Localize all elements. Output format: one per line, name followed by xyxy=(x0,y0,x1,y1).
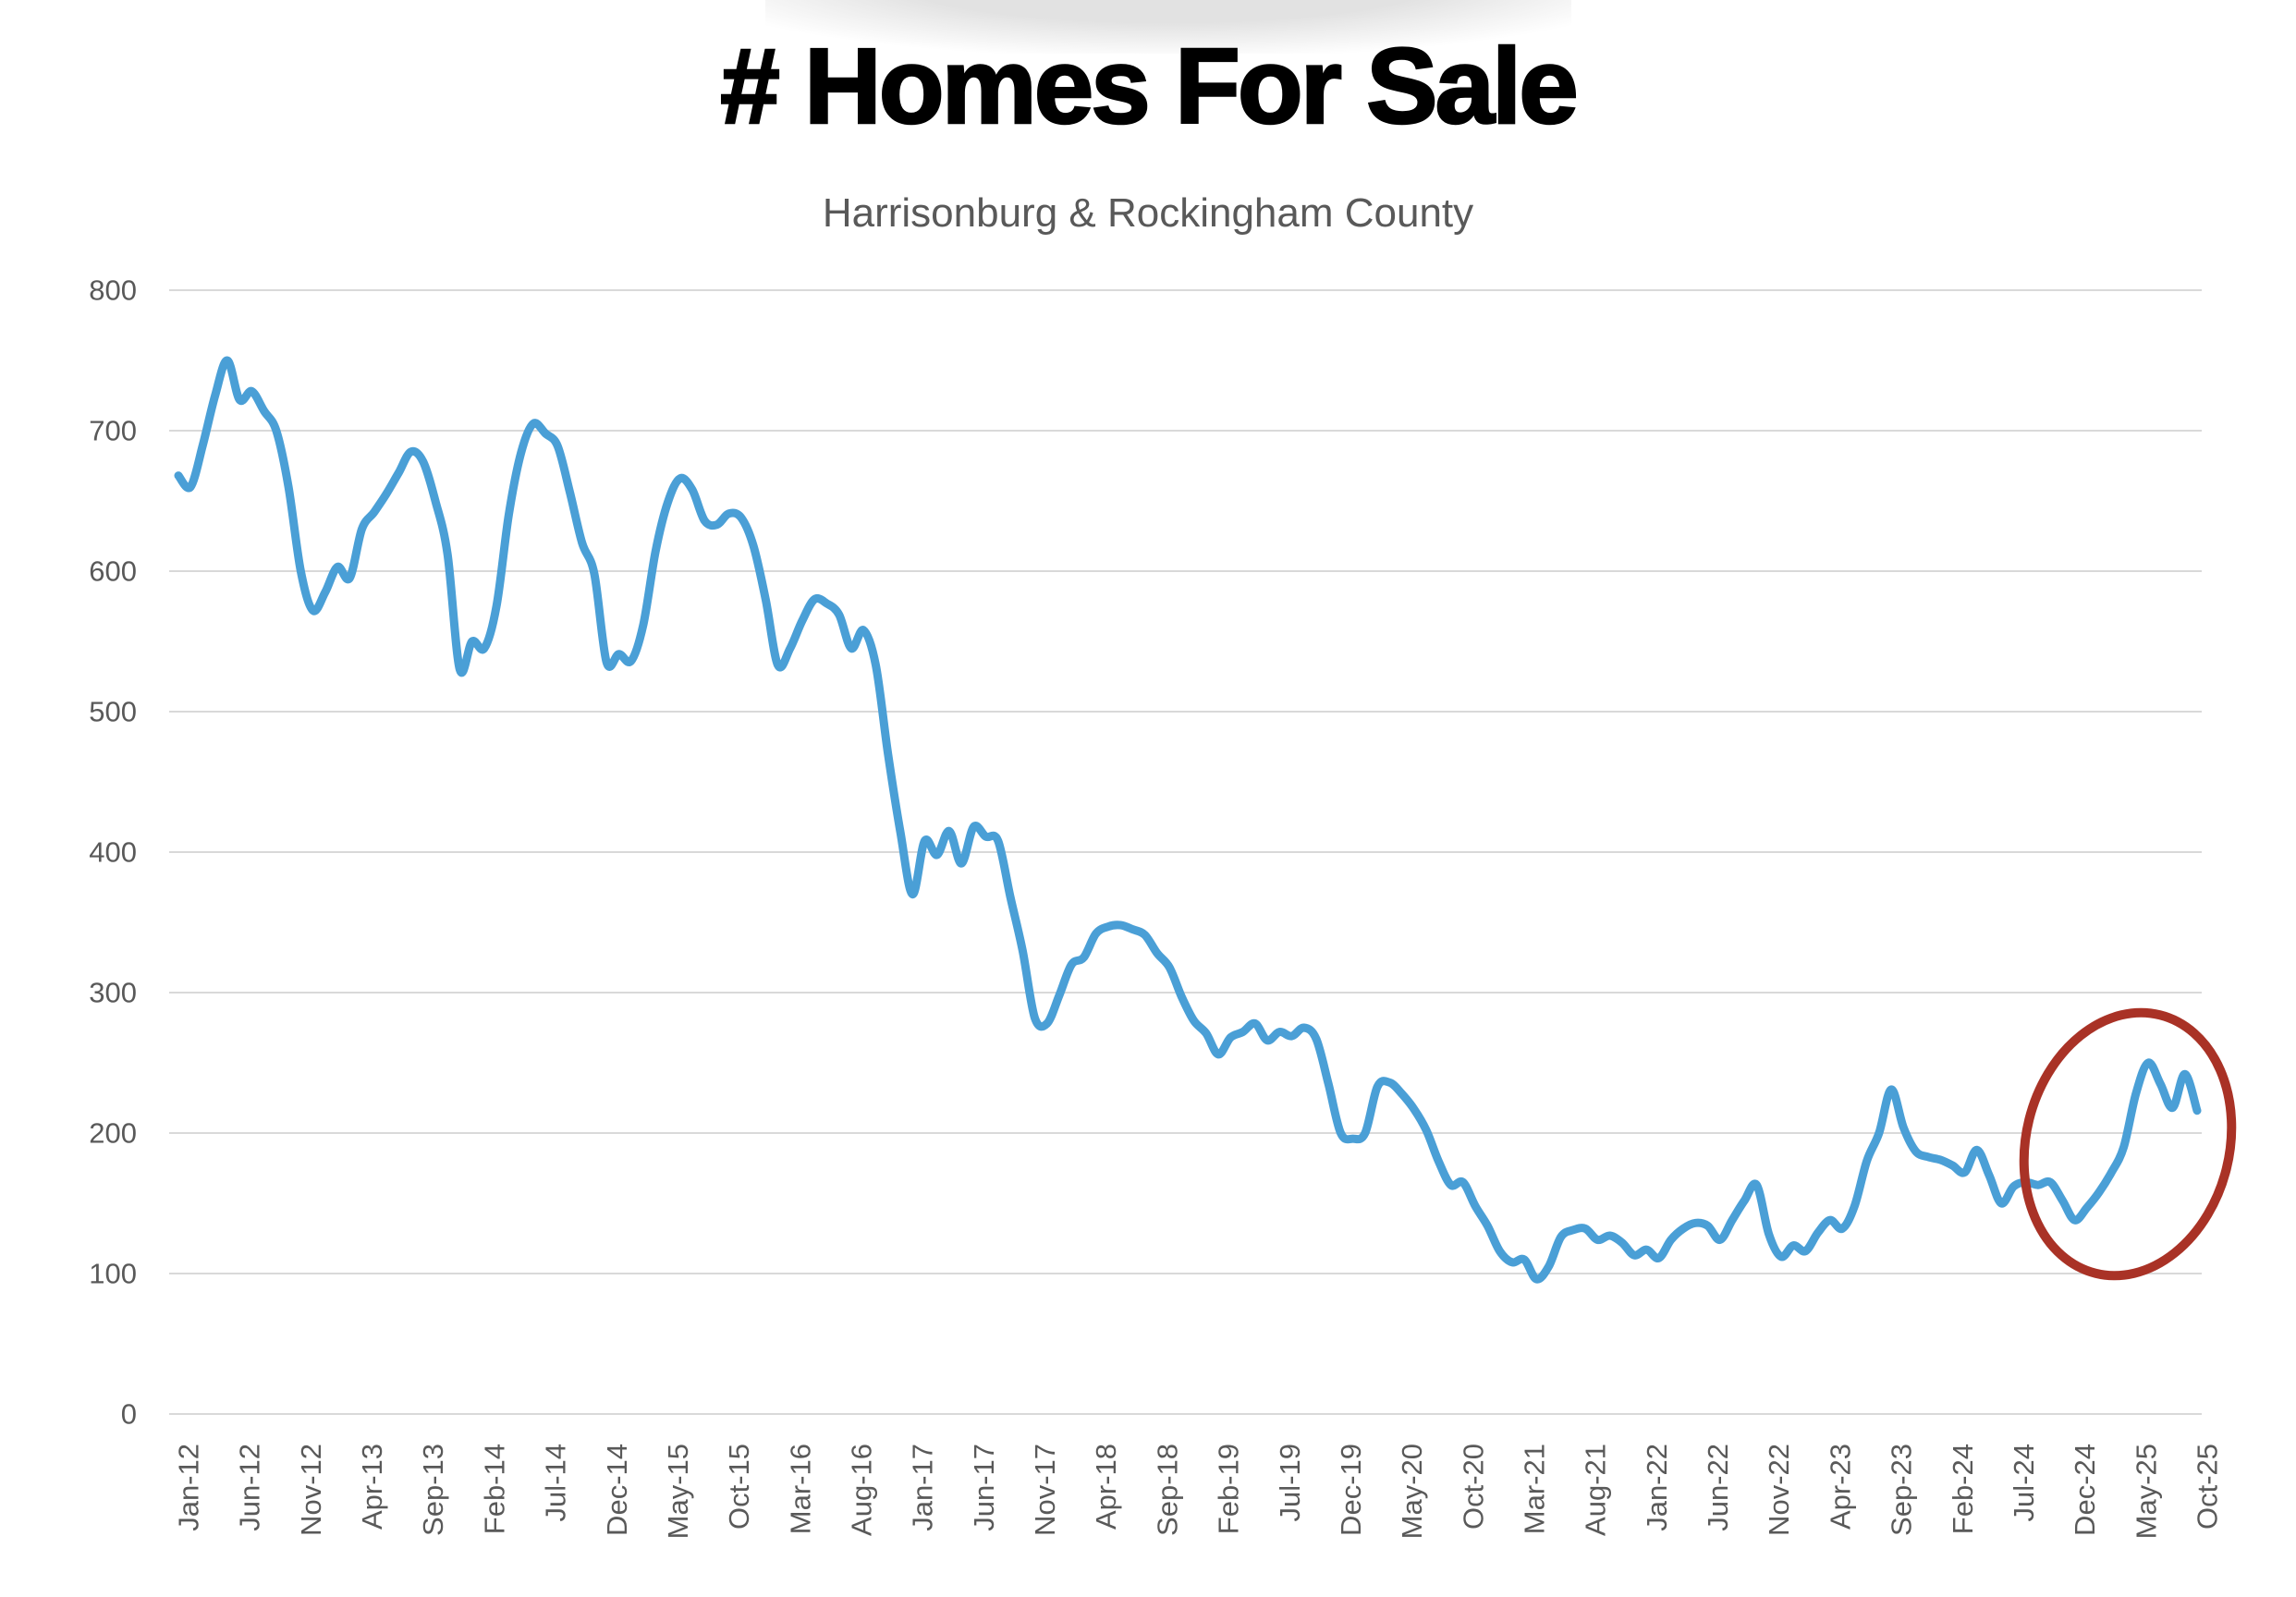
x-tick-label-Jul-14: Jul-14 xyxy=(540,1444,572,1521)
y-tick-label-500: 500 xyxy=(89,696,137,728)
x-tick-label-Feb-24: Feb-24 xyxy=(1947,1444,1979,1534)
y-tick-label-300: 300 xyxy=(89,977,137,1009)
chart-subtitle: Harrisonburg & Rockingham County xyxy=(822,190,1474,236)
y-tick-label-600: 600 xyxy=(89,555,137,588)
x-tick-label-Dec-24: Dec-24 xyxy=(2069,1444,2101,1536)
x-tick-label-May-25: May-25 xyxy=(2130,1444,2162,1539)
x-tick-label-Aug-21: Aug-21 xyxy=(1580,1444,1612,1536)
x-tick-label-Jun-12: Jun-12 xyxy=(234,1444,266,1531)
x-tick-label-Aug-16: Aug-16 xyxy=(846,1444,878,1536)
y-tick-label-700: 700 xyxy=(89,415,137,447)
x-tick-label-Apr-13: Apr-13 xyxy=(356,1444,388,1530)
x-tick-label-Sep-13: Sep-13 xyxy=(417,1444,449,1536)
x-tick-label-Mar-21: Mar-21 xyxy=(1519,1444,1551,1534)
x-tick-label-Jan-17: Jan-17 xyxy=(907,1444,939,1531)
x-tick-label-Nov-12: Nov-12 xyxy=(295,1444,327,1536)
x-tick-label-Feb-19: Feb-19 xyxy=(1213,1444,1245,1534)
x-tick-label-Oct-20: Oct-20 xyxy=(1457,1444,1489,1530)
x-tick-label-Jan-22: Jan-22 xyxy=(1641,1444,1673,1531)
y-tick-label-800: 800 xyxy=(89,274,137,307)
y-tick-label-100: 100 xyxy=(89,1258,137,1290)
y-tick-label-0: 0 xyxy=(121,1398,137,1431)
chart-title: # Homes For Sale xyxy=(719,25,1580,148)
inventory-series-line xyxy=(174,356,2202,1284)
x-tick-label-Nov-22: Nov-22 xyxy=(1763,1444,1795,1536)
x-tick-label-Sep-18: Sep-18 xyxy=(1151,1444,1183,1536)
red-highlight-ellipse xyxy=(2019,1007,2237,1281)
y-axis-tick-labels: 0 100 200 300 400 500 600 700 800 xyxy=(89,274,137,1431)
y-tick-label-200: 200 xyxy=(89,1117,137,1150)
x-tick-label-Jul-19: Jul-19 xyxy=(1274,1444,1306,1521)
x-tick-label-Apr-18: Apr-18 xyxy=(1090,1444,1122,1530)
x-tick-label-May-15: May-15 xyxy=(662,1444,694,1539)
x-tick-label-Apr-23: Apr-23 xyxy=(1824,1444,1856,1530)
x-tick-label-Feb-14: Feb-14 xyxy=(478,1444,510,1534)
x-tick-label-Jul-24: Jul-24 xyxy=(2008,1444,2040,1521)
x-tick-label-Mar-16: Mar-16 xyxy=(784,1444,816,1534)
x-tick-label-Dec-19: Dec-19 xyxy=(1335,1444,1367,1536)
x-tick-label-Jun-17: Jun-17 xyxy=(968,1444,1000,1531)
x-tick-label-May-20: May-20 xyxy=(1396,1444,1428,1539)
y-tick-label-400: 400 xyxy=(89,836,137,869)
x-tick-label-Nov-17: Nov-17 xyxy=(1029,1444,1061,1536)
x-tick-label-Jun-22: Jun-22 xyxy=(1702,1444,1734,1531)
x-tick-label-Dec-14: Dec-14 xyxy=(601,1444,633,1536)
x-tick-label-Oct-25: Oct-25 xyxy=(2192,1444,2224,1530)
x-tick-label-Sep-23: Sep-23 xyxy=(1886,1444,1918,1536)
x-axis-tick-labels: Jan-12 Jun-12 Nov-12 Apr-13 Sep-13 Feb-14 Jul-… xyxy=(173,1444,2224,1539)
x-tick-label-Jan-12: Jan-12 xyxy=(173,1444,205,1531)
x-tick-label-Oct-15: Oct-15 xyxy=(723,1444,755,1530)
horizontal-gridlines xyxy=(169,289,2202,1415)
